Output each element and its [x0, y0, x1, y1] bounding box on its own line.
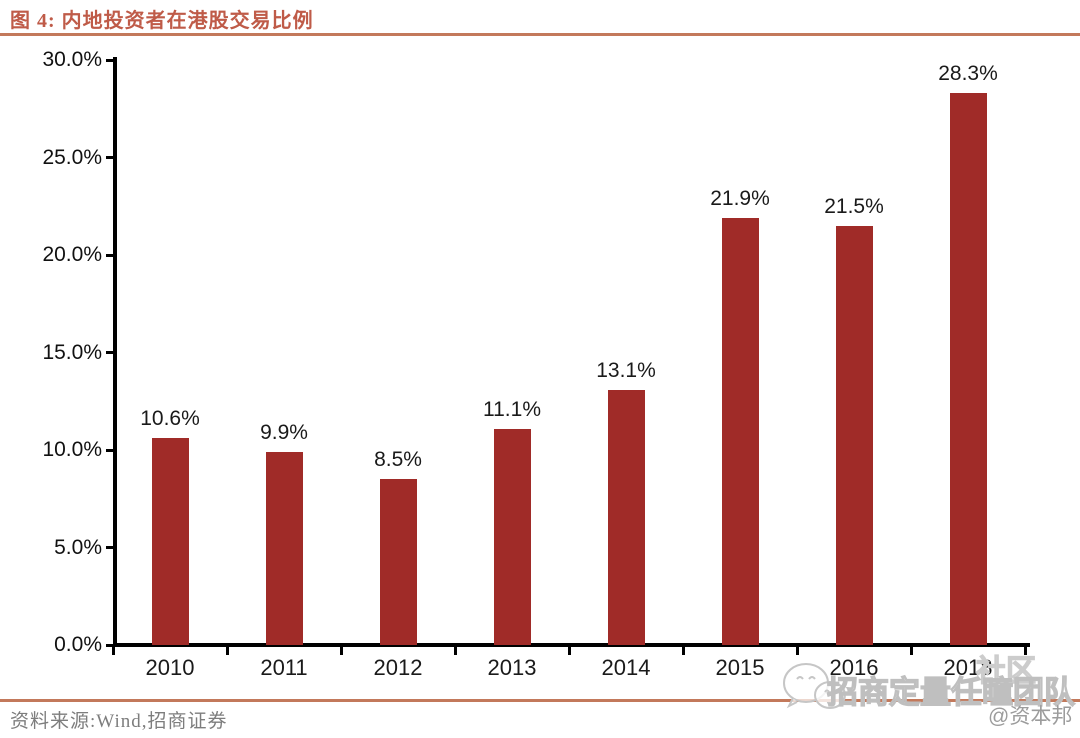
x-axis-tick: [340, 647, 343, 655]
bar-2015: [721, 217, 759, 645]
y-axis-tick: [106, 156, 113, 159]
x-axis-tick-label: 2011: [260, 655, 308, 680]
y-axis-tick-label: 10.0%: [42, 438, 102, 461]
x-axis-tick: [1024, 647, 1027, 655]
x-axis-tick-label: 2015: [715, 655, 765, 680]
x-axis-tick: [568, 647, 571, 655]
chart-title: 图 4: 内地投资者在港股交易比例: [10, 10, 314, 32]
bar-2013: [493, 428, 531, 645]
watermark-handle: @资本邦: [988, 705, 1073, 728]
y-axis-line: [113, 57, 117, 647]
y-axis-tick: [106, 643, 113, 647]
bar-value-label: 28.3%: [938, 62, 998, 86]
x-axis-tick: [910, 647, 913, 655]
bar-2014: [607, 389, 645, 645]
y-axis-tick: [106, 58, 113, 62]
y-axis-tick-label: 5.0%: [54, 535, 102, 559]
bar-value-label: 11.1%: [483, 397, 541, 421]
source-note: 资料来源:Wind,招商证券: [10, 711, 228, 732]
y-axis-tick: [106, 448, 113, 452]
x-axis-line: [113, 643, 1030, 647]
footer-divider-rule: [0, 699, 1080, 702]
x-axis-tick-label: 2012: [373, 655, 423, 680]
bar-2016: [835, 225, 873, 645]
bar-value-label: 10.6%: [140, 407, 200, 431]
title-underline-rule: [0, 33, 1080, 36]
y-axis-tick: [106, 546, 113, 549]
watermark-team-text: 招商定量任瞳团队: [826, 674, 1075, 710]
y-axis-tick-label: 25.0%: [42, 145, 102, 169]
x-axis-tick-label: 2010: [145, 655, 195, 680]
bar-2018: [949, 93, 987, 645]
x-axis-tick-label: 2016: [829, 655, 879, 680]
x-axis-tick: [454, 647, 457, 655]
bar-value-label: 21.9%: [710, 186, 770, 210]
x-axis-tick: [226, 647, 229, 655]
bar-value-label: 8.5%: [374, 448, 422, 472]
x-axis-tick-label: 2013: [487, 655, 537, 680]
x-axis-tick: [682, 647, 685, 655]
bar-value-label: 9.9%: [260, 420, 308, 444]
y-axis-tick: [106, 351, 113, 354]
y-axis-tick-label: 15.0%: [42, 340, 102, 364]
wechat-icon: [781, 660, 849, 719]
y-axis-tick-label: 30.0%: [42, 48, 102, 71]
watermark-partial-text: 社区: [975, 654, 1036, 688]
bar-2010: [151, 438, 189, 645]
y-axis-tick-label: 20.0%: [42, 243, 102, 266]
x-axis-tick-label: 2018: [943, 655, 993, 680]
bar-value-label: 21.5%: [824, 194, 884, 218]
x-axis-tick-label: 2014: [601, 655, 651, 680]
y-axis-tick-label: 0.0%: [54, 633, 102, 656]
x-axis-tick: [112, 647, 115, 655]
bar-value-label: 13.1%: [596, 358, 656, 382]
x-axis-tick: [796, 647, 799, 655]
y-axis-tick: [106, 253, 113, 257]
bar-2011: [265, 451, 303, 645]
bar-2012: [379, 479, 417, 645]
